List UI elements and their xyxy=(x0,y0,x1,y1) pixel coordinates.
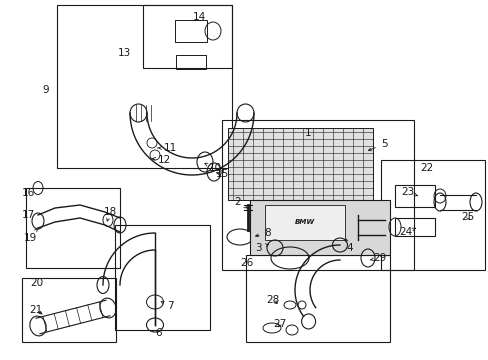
Text: 13: 13 xyxy=(118,48,131,58)
Bar xyxy=(115,225,209,330)
Text: 29: 29 xyxy=(370,253,386,263)
Text: 8: 8 xyxy=(255,228,271,238)
Bar xyxy=(249,200,389,255)
Text: 18: 18 xyxy=(103,207,116,221)
Bar xyxy=(264,205,345,240)
Text: 5: 5 xyxy=(367,139,386,151)
Bar xyxy=(22,278,116,342)
Bar xyxy=(176,55,205,69)
Text: 11: 11 xyxy=(158,143,176,153)
Text: 28: 28 xyxy=(266,295,279,305)
Text: 1: 1 xyxy=(305,128,311,138)
Text: 22: 22 xyxy=(419,163,432,173)
Text: 26: 26 xyxy=(240,258,253,268)
Text: 15: 15 xyxy=(215,169,228,179)
Bar xyxy=(57,5,231,168)
Text: 12: 12 xyxy=(152,155,170,165)
Bar xyxy=(227,128,372,200)
Text: 21: 21 xyxy=(29,305,42,315)
Bar xyxy=(394,218,434,236)
Bar xyxy=(175,20,206,42)
Text: 6: 6 xyxy=(155,328,162,338)
Text: 7: 7 xyxy=(161,301,173,311)
Text: 19: 19 xyxy=(23,228,38,243)
Bar xyxy=(245,255,389,342)
Text: 9: 9 xyxy=(42,85,48,95)
Text: 14: 14 xyxy=(193,12,206,22)
Text: 4: 4 xyxy=(345,239,353,253)
Bar xyxy=(380,160,484,270)
Text: 3: 3 xyxy=(254,243,268,253)
Text: 10: 10 xyxy=(204,163,221,173)
Text: 2: 2 xyxy=(234,197,246,208)
Text: BMW: BMW xyxy=(294,219,314,225)
Text: 24: 24 xyxy=(399,227,415,237)
Text: 16: 16 xyxy=(22,188,35,198)
Bar xyxy=(222,120,413,270)
Text: 25: 25 xyxy=(461,212,474,222)
Bar xyxy=(394,185,434,207)
Text: 23: 23 xyxy=(401,187,417,197)
Bar xyxy=(26,188,120,268)
Text: 20: 20 xyxy=(30,278,43,288)
Text: 27: 27 xyxy=(273,319,286,329)
Text: 17: 17 xyxy=(22,210,35,220)
Bar xyxy=(142,5,231,68)
